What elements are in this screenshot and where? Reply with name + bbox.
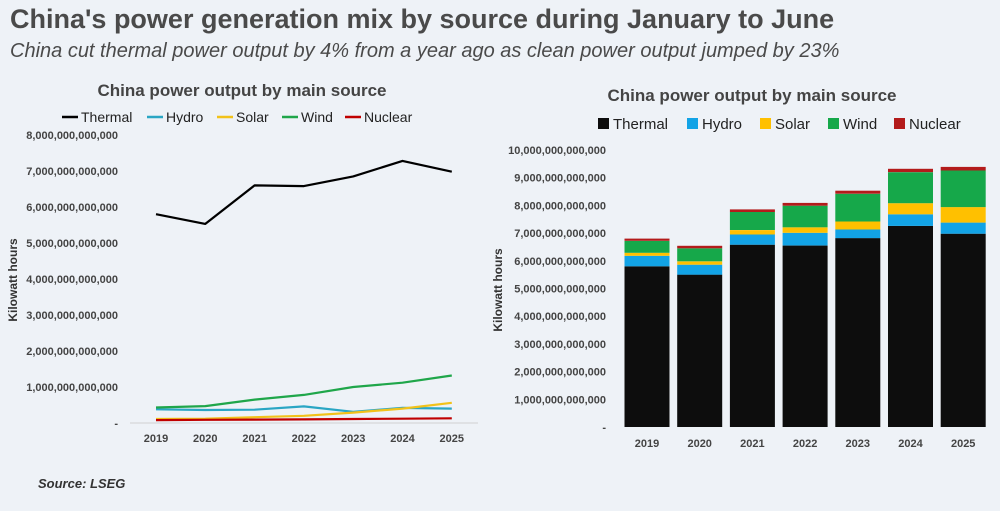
y-tick-label: 1,000,000,000,000	[514, 394, 606, 406]
x-tick-label: 2021	[740, 438, 764, 450]
bar-segment-wind-2022	[782, 205, 828, 228]
legend-label-wind: Wind	[843, 116, 877, 133]
x-tick-label: 2020	[687, 438, 711, 450]
y-tick-label: 4,000,000,000,000	[514, 311, 606, 323]
page-subtitle: China cut thermal power output by 4% fro…	[10, 40, 840, 62]
bar-segment-wind-2019	[624, 240, 670, 253]
y-tick-label: 3,000,000,000,000	[514, 339, 606, 351]
x-tick-label: 2019	[635, 438, 659, 450]
line-chart-title: China power output by main source	[97, 81, 386, 100]
y-tick-label: 6,000,000,000,000	[26, 202, 118, 214]
bar-segment-thermal-2020	[677, 274, 723, 427]
bar-segment-nuclear-2021	[729, 209, 775, 212]
y-tick-label: -	[602, 422, 606, 434]
legend-label-nuclear: Nuclear	[364, 109, 413, 125]
x-tick-label: 2021	[242, 433, 266, 445]
y-tick-label: 8,000,000,000,000	[26, 130, 118, 142]
y-tick-label: 2,000,000,000,000	[514, 367, 606, 379]
series-line-thermal	[155, 159, 453, 225]
y-axis-label: Kilowatt hours	[6, 238, 20, 322]
y-tick-label: 7,000,000,000,000	[514, 228, 606, 240]
bar-segment-thermal-2025	[940, 233, 986, 427]
y-tick-label: 10,000,000,000,000	[508, 145, 606, 157]
legend-swatch-solar	[760, 118, 771, 129]
bar-segment-wind-2025	[940, 170, 986, 208]
legend-label-thermal: Thermal	[613, 116, 668, 133]
y-tick-label: 9,000,000,000,000	[514, 173, 606, 185]
legend-label-thermal: Thermal	[81, 109, 132, 125]
legend-label-hydro: Hydro	[702, 116, 742, 133]
y-tick-label: 3,000,000,000,000	[26, 310, 118, 322]
bar-segment-solar-2020	[677, 261, 723, 265]
bar-segment-nuclear-2022	[782, 202, 828, 206]
bar-segment-thermal-2019	[624, 266, 670, 427]
bar-segment-hydro-2024	[888, 214, 933, 226]
bar-segment-nuclear-2025	[940, 166, 986, 171]
bar-segment-thermal-2023	[835, 238, 881, 427]
y-tick-label: 8,000,000,000,000	[514, 200, 606, 212]
y-axis-label: Kilowatt hours	[491, 248, 505, 332]
y-tick-label: 1,000,000,000,000	[26, 382, 118, 394]
bar-segment-nuclear-2023	[835, 190, 881, 194]
bar-segment-wind-2024	[888, 172, 933, 204]
bar-segment-solar-2023	[835, 221, 881, 230]
y-tick-label: 7,000,000,000,000	[26, 166, 118, 178]
bar-segment-nuclear-2020	[677, 245, 723, 249]
legend-label-hydro: Hydro	[166, 109, 204, 125]
legend-label-wind: Wind	[301, 109, 333, 125]
y-tick-label: 5,000,000,000,000	[514, 284, 606, 296]
y-tick-label: 5,000,000,000,000	[26, 238, 118, 250]
series-line-nuclear	[155, 417, 452, 422]
bar-segment-nuclear-2019	[624, 238, 670, 241]
bar-segment-hydro-2020	[677, 264, 723, 275]
legend-swatch-hydro	[687, 118, 698, 129]
x-tick-label: 2023	[341, 433, 365, 445]
series-line-wind	[155, 374, 452, 409]
y-tick-label: 6,000,000,000,000	[514, 256, 606, 268]
x-tick-label: 2024	[390, 433, 415, 445]
bar-segment-thermal-2024	[888, 225, 933, 427]
bar-segment-solar-2019	[624, 252, 670, 256]
legend-swatch-wind	[828, 118, 839, 129]
y-tick-label: 4,000,000,000,000	[26, 274, 118, 286]
bar-segment-hydro-2023	[835, 229, 881, 239]
page-title: China's power generation mix by source d…	[10, 4, 835, 34]
y-tick-label: -	[114, 418, 118, 430]
legend-swatch-thermal	[598, 118, 609, 129]
bar-segment-solar-2025	[940, 207, 986, 223]
bar-segment-wind-2023	[835, 193, 881, 222]
legend-label-solar: Solar	[775, 116, 810, 133]
x-tick-label: 2023	[846, 438, 870, 450]
x-tick-label: 2019	[144, 433, 168, 445]
bar-segment-thermal-2022	[782, 245, 828, 427]
bar-chart-title: China power output by main source	[607, 86, 896, 105]
x-tick-label: 2022	[793, 438, 817, 450]
legend-label-solar: Solar	[236, 109, 269, 125]
bar-segment-solar-2021	[729, 230, 775, 235]
bar-segment-wind-2021	[729, 212, 775, 230]
x-tick-label: 2025	[951, 438, 975, 450]
bar-segment-hydro-2022	[782, 232, 828, 246]
source-note: Source: LSEG	[38, 476, 126, 491]
bar-segment-hydro-2019	[624, 255, 670, 267]
bar-segment-wind-2020	[677, 248, 723, 262]
bar-segment-solar-2024	[888, 203, 933, 215]
x-tick-label: 2020	[193, 433, 217, 445]
bar-segment-hydro-2025	[940, 222, 986, 234]
x-tick-label: 2024	[898, 438, 923, 450]
bar-segment-thermal-2021	[729, 244, 775, 427]
y-tick-label: 2,000,000,000,000	[26, 346, 118, 358]
bar-segment-hydro-2021	[729, 234, 775, 245]
legend-label-nuclear: Nuclear	[909, 116, 961, 133]
x-tick-label: 2025	[440, 433, 464, 445]
x-tick-label: 2022	[292, 433, 316, 445]
bar-segment-solar-2022	[782, 227, 828, 233]
bar-segment-nuclear-2024	[888, 168, 933, 173]
legend-swatch-nuclear	[894, 118, 905, 129]
